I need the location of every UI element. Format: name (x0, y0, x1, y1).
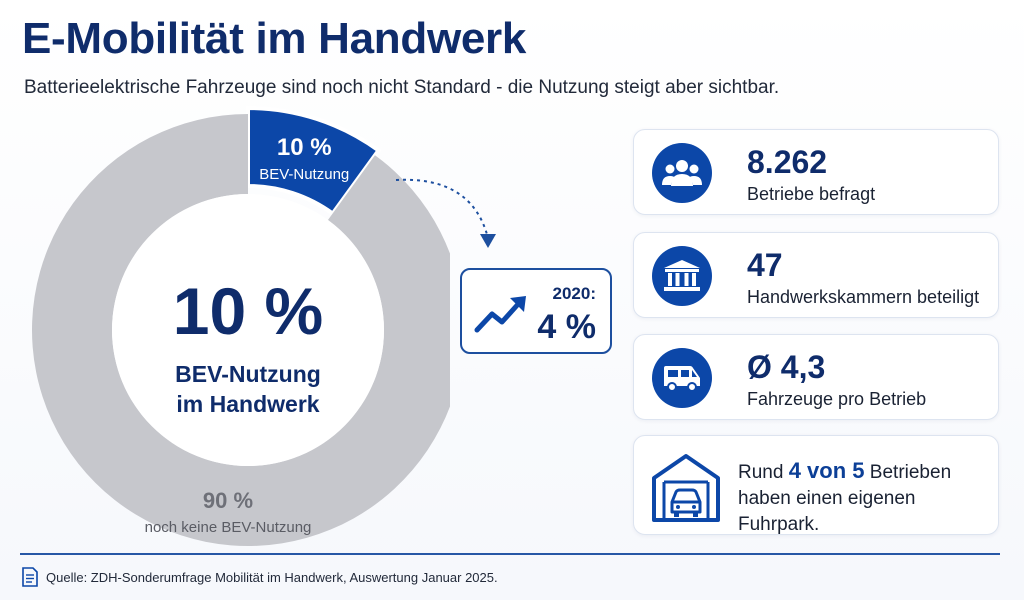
stat-value: Ø 4,3 (747, 349, 826, 385)
callout-2020: 2020: 4 % (460, 268, 612, 354)
stat-card-chambers: 47 Handwerkskammern beteiligt (633, 232, 999, 318)
stat-value: 8.262 (747, 144, 828, 180)
trend-up-icon (474, 296, 526, 333)
people-icon (652, 143, 712, 203)
garage-icon (652, 454, 720, 522)
slice-name-label: BEV-Nutzung (259, 166, 349, 183)
footer-source: Quelle: ZDH-Sonderumfrage Mobilität im H… (22, 567, 498, 587)
fleet-highlight: 4 von 5 (788, 458, 865, 483)
fleet-card: Rund 4 von 5 Betrieben haben einen eigen… (633, 435, 999, 535)
donut-slice-bev (246, 105, 382, 217)
stat-card-vehicles: Ø 4,3 Fahrzeuge pro Betrieb (633, 334, 999, 420)
source-text: Quelle: ZDH-Sonderumfrage Mobilität im H… (46, 569, 498, 585)
donut-hole (112, 194, 384, 466)
donut-slice-non-bev (32, 114, 450, 546)
callout-arrow (395, 178, 496, 248)
stat-label: Handwerkskammern beteiligt (747, 287, 980, 307)
center-label-line1: BEV-Nutzung (175, 361, 321, 387)
footer-divider (20, 553, 1000, 555)
fleet-line2: haben einen eigenen Fuhrpark. (738, 488, 916, 535)
slice-value-label: 10 % (277, 134, 332, 161)
stat-value: 47 (747, 247, 783, 283)
page-title: E-Mobilität im Handwerk (22, 14, 527, 63)
fleet-text: Rund 4 von 5 Betrieben haben einen eigen… (738, 458, 998, 538)
donut-chart: 10 % BEV-Nutzung 90 % noch keine BEV-Nutzun… (32, 105, 450, 546)
stat-label: Betriebe befragt (747, 184, 876, 204)
fleet-suffix: Betrieben (869, 462, 952, 483)
callout-year: 2020: (552, 284, 596, 303)
institution-icon (652, 246, 712, 306)
van-icon (652, 348, 712, 408)
center-label-line2: im Handwerk (176, 391, 319, 417)
stat-card-surveyed: 8.262 Betriebe befragt (633, 129, 999, 215)
callout-value: 4 % (537, 308, 596, 346)
document-icon (22, 567, 38, 587)
slice-value-label: 90 % (203, 488, 253, 513)
stat-label: Fahrzeuge pro Betrieb (747, 389, 927, 409)
page-subtitle: Batterieelektrische Fahrzeuge sind noch … (24, 77, 780, 98)
fleet-prefix: Rund (738, 462, 784, 483)
slice-name-label: noch keine BEV-Nutzung (145, 519, 312, 536)
center-value: 10 % (173, 274, 323, 348)
